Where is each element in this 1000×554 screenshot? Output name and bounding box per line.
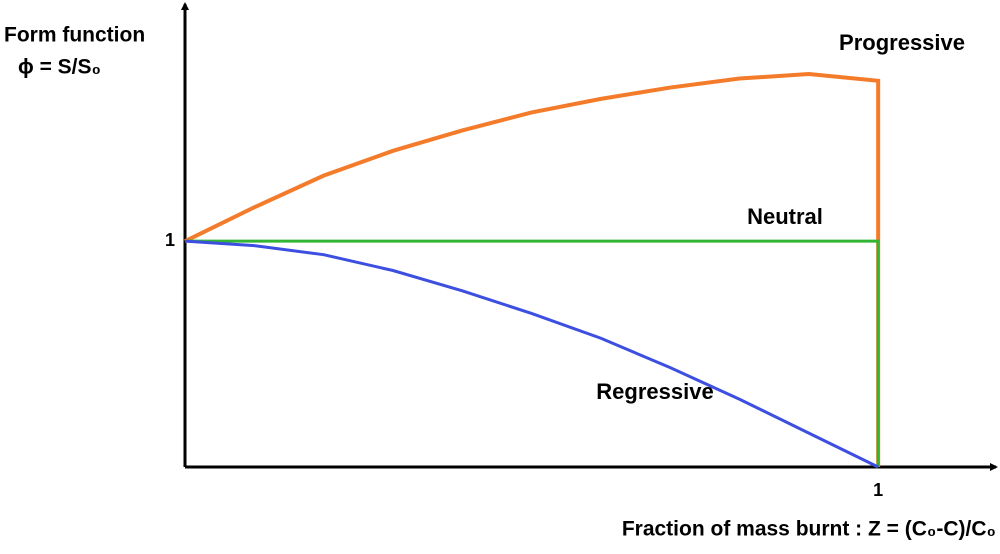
series-line — [184, 239, 879, 469]
series-line — [184, 72, 881, 467]
series-label: Neutral — [747, 204, 823, 229]
series-line — [185, 239, 880, 467]
y-axis-label: ϕ = S/S₀ — [18, 56, 101, 79]
y-axis-label: Form function — [4, 24, 145, 47]
series-label: Progressive — [839, 30, 965, 55]
y-tick-label: 1 — [165, 230, 175, 250]
x-axis-label: Fraction of mass burnt : Z = (C₀-C)/C₀ — [622, 518, 996, 541]
series-label: Regressive — [596, 379, 713, 404]
x-tick-label: 1 — [873, 480, 883, 500]
